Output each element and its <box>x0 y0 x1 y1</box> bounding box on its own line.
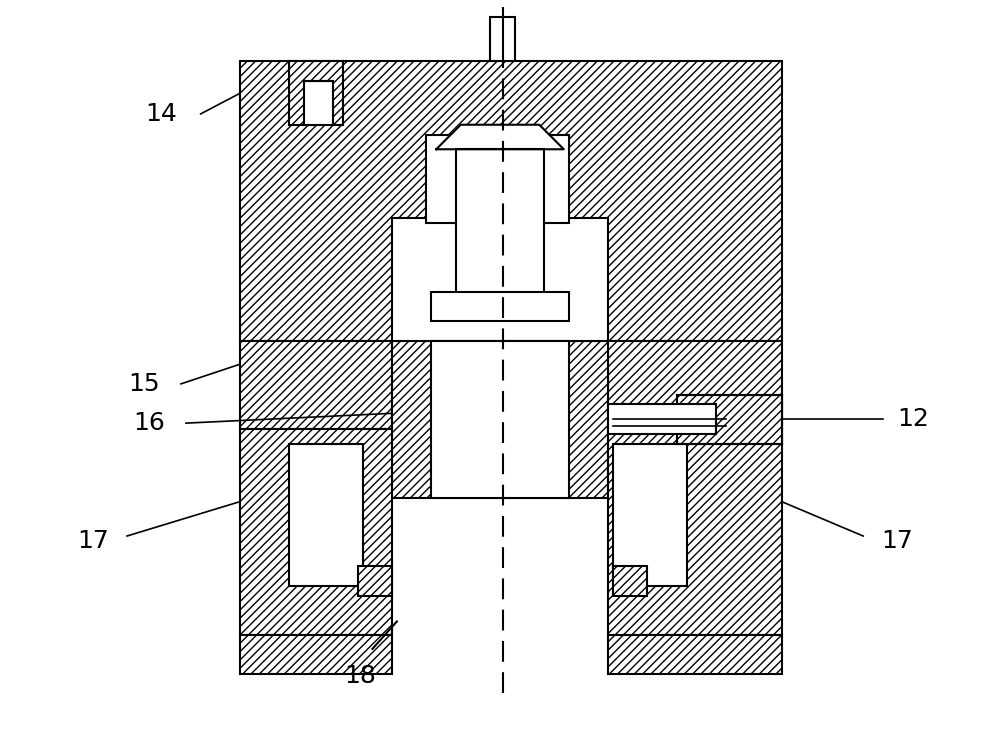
Bar <box>358 566 392 596</box>
Bar <box>240 341 392 429</box>
Bar <box>677 394 782 444</box>
Polygon shape <box>436 124 564 149</box>
Text: 18: 18 <box>345 664 377 688</box>
Text: 17: 17 <box>77 529 109 553</box>
Bar <box>392 218 608 341</box>
Bar <box>456 149 544 302</box>
Text: 16: 16 <box>134 411 166 435</box>
Text: 12: 12 <box>898 407 929 431</box>
Bar <box>608 341 782 429</box>
Bar <box>608 404 716 434</box>
Bar <box>240 429 392 635</box>
Bar <box>304 81 333 124</box>
Bar <box>431 341 569 498</box>
Bar <box>392 341 608 498</box>
Bar <box>608 429 782 635</box>
Bar <box>431 292 569 321</box>
Bar <box>490 17 515 61</box>
Bar <box>240 635 392 674</box>
Bar <box>613 444 687 586</box>
Bar <box>608 635 782 674</box>
Bar <box>240 61 782 341</box>
Bar <box>289 61 343 124</box>
Bar <box>613 566 647 596</box>
Bar <box>426 134 569 223</box>
Text: 15: 15 <box>128 372 159 396</box>
Text: 14: 14 <box>145 102 177 126</box>
Bar <box>289 444 363 586</box>
Text: 17: 17 <box>882 529 913 553</box>
